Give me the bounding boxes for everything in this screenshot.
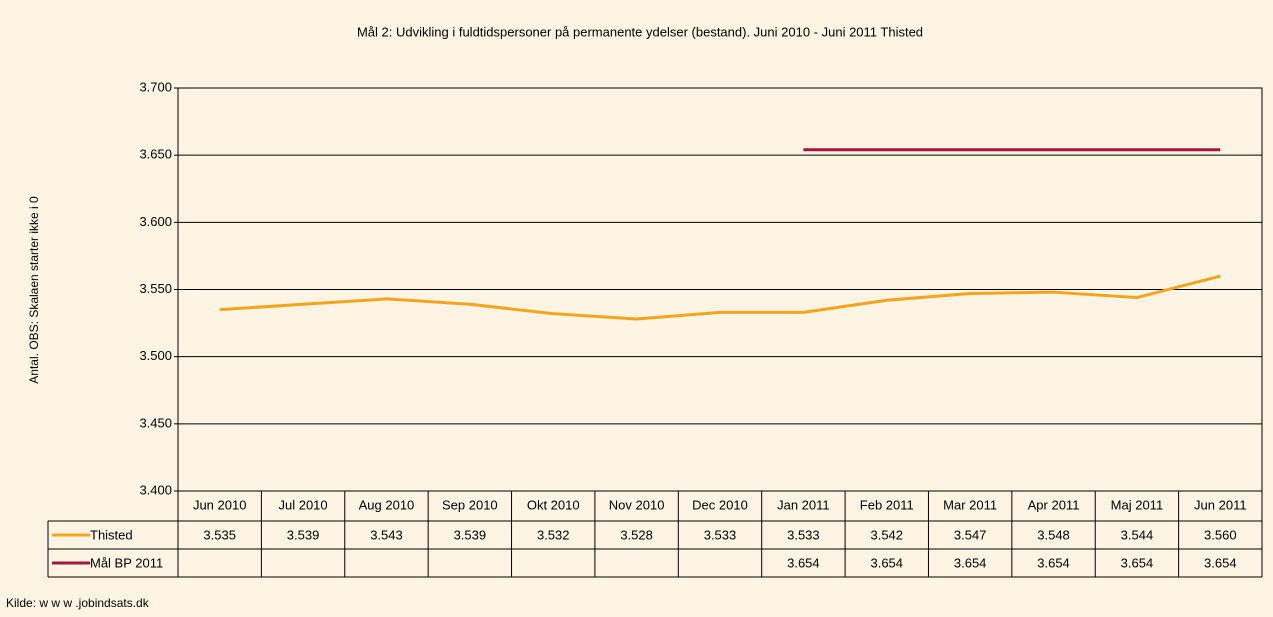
y-axis-label: Antal. OBS: Skalaen starter ikke i 0 — [27, 196, 41, 384]
table-value: 3.528 — [620, 527, 653, 542]
series-line — [219, 274, 1221, 321]
x-tick-label: Dec 2010 — [692, 497, 748, 512]
x-tick-label: Mar 2011 — [943, 497, 997, 512]
x-tick-label: Jun 2010 — [193, 497, 247, 512]
x-tick-label: Okt 2010 — [527, 497, 580, 512]
table-value: 3.543 — [370, 527, 403, 542]
y-tick-label: 3.450 — [139, 415, 172, 430]
x-tick-label: Feb 2011 — [860, 497, 914, 512]
table-value: 3.539 — [287, 527, 320, 542]
table-value: 3.654 — [954, 555, 987, 570]
table-value: 3.560 — [1204, 527, 1237, 542]
table-value: 3.542 — [870, 527, 903, 542]
table-value: 3.539 — [454, 527, 487, 542]
x-tick-label: Aug 2010 — [359, 497, 415, 512]
table-value: 3.654 — [870, 555, 903, 570]
x-tick-label: Nov 2010 — [609, 497, 665, 512]
y-tick-label: 3.700 — [139, 79, 172, 94]
table-value: 3.654 — [1037, 555, 1070, 570]
table-value: 3.548 — [1037, 527, 1070, 542]
x-tick-label: Jun 2011 — [1194, 497, 1247, 512]
plot-border — [177, 87, 1263, 492]
source: Kilde: w w w .jobindsats.dk — [6, 596, 150, 610]
table-value: 3.654 — [1121, 555, 1154, 570]
x-tick-label: Maj 2011 — [1111, 497, 1164, 512]
y-tick-label: 3.500 — [139, 348, 172, 363]
table-value: 3.533 — [787, 527, 820, 542]
y-tick-label: 3.400 — [139, 482, 172, 497]
table-value: 3.547 — [954, 527, 987, 542]
table-value: 3.544 — [1121, 527, 1154, 542]
table-value: 3.532 — [537, 527, 570, 542]
legend-label: Thisted — [90, 527, 133, 542]
table-value: 3.654 — [1204, 555, 1237, 570]
x-tick-label: Jul 2010 — [278, 497, 327, 512]
x-tick-label: Jan 2011 — [777, 497, 830, 512]
chart-title: Mål 2: Udvikling i fuldtidspersoner på p… — [357, 24, 923, 39]
table-value: 3.533 — [704, 527, 737, 542]
table-value: 3.535 — [203, 527, 236, 542]
y-tick-label: 3.550 — [139, 281, 172, 296]
y-tick-label: 3.650 — [139, 147, 172, 162]
legend-label: Mål BP 2011 — [90, 555, 163, 570]
x-tick-label: Apr 2011 — [1028, 497, 1080, 512]
table-value: 3.654 — [787, 555, 820, 570]
y-tick-label: 3.600 — [139, 214, 172, 229]
x-tick-label: Sep 2010 — [442, 497, 498, 512]
